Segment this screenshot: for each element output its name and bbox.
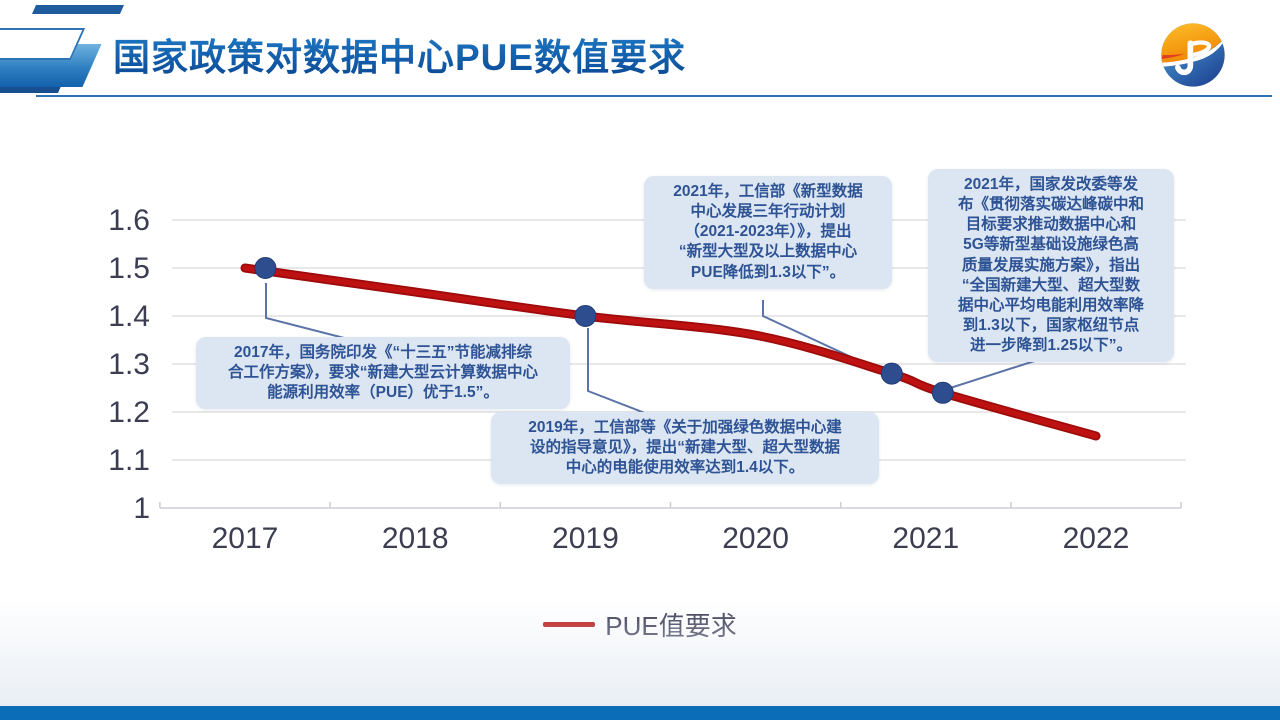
y-tick-label: 1.4 <box>108 300 150 333</box>
callout-2021-ndrc: 2021年，国家发改委等发 布《贯彻落实碳达峰碳中和 目标要求推动数据中心和 5… <box>928 169 1174 363</box>
x-tick-label: 2022 <box>1063 522 1130 555</box>
data-point-marker <box>254 257 277 279</box>
x-axis-labels: 2017 2018 2019 2020 2021 2022 <box>212 522 1130 555</box>
slide-header: 国家政策对数据中心PUE数值要求 <box>0 0 1280 100</box>
x-tick-label: 2021 <box>892 522 959 555</box>
y-tick-label: 1 <box>133 492 150 525</box>
x-tick-label: 2020 <box>722 522 789 555</box>
y-axis-labels: 1 1.1 1.2 1.3 1.4 1.5 1.6 <box>108 204 150 525</box>
pue-line-chart: 1 1.1 1.2 1.3 1.4 1.5 1.6 2017 2018 2019 2020 2021 2… <box>0 100 1280 620</box>
page-title: 国家政策对数据中心PUE数值要求 <box>113 27 686 81</box>
chart-legend: PUE值要求 <box>0 606 1280 642</box>
callout-connector <box>762 300 878 370</box>
x-axis <box>159 502 1182 509</box>
data-point-marker <box>574 305 597 327</box>
header-divider <box>36 95 1272 97</box>
callout-connector <box>265 283 353 341</box>
callout-2017-state-council: 2017年，国务院印发《“十三五”节能减排综 合工作方案》，要求“新建大型云计算… <box>196 337 570 410</box>
y-tick-label: 1.1 <box>108 444 150 477</box>
x-tick-label: 2018 <box>382 522 449 555</box>
footer-bar <box>0 706 1280 720</box>
x-tick-label: 2019 <box>552 522 619 555</box>
y-tick-label: 1.2 <box>108 396 150 429</box>
callout-2021-miit: 2021年，工信部《新型数据 中心发展三年行动计划 （2021-2023年）》，… <box>644 176 892 289</box>
data-point-markers <box>254 257 954 404</box>
legend-line-swatch-icon <box>543 621 596 627</box>
data-point-marker <box>931 381 954 404</box>
company-logo-icon <box>1161 23 1225 87</box>
y-tick-label: 1.3 <box>108 348 150 381</box>
y-tick-label: 1.5 <box>108 252 150 285</box>
legend-label: PUE值要求 <box>605 610 737 641</box>
x-tick-label: 2017 <box>212 522 279 555</box>
callout-connector <box>587 328 651 416</box>
y-tick-label: 1.6 <box>108 204 150 237</box>
data-point-marker <box>880 362 903 385</box>
callout-2019-miit: 2019年，工信部等《关于加强绿色数据中心建 设的指导意见》，提出“新建大型、超… <box>491 412 879 485</box>
